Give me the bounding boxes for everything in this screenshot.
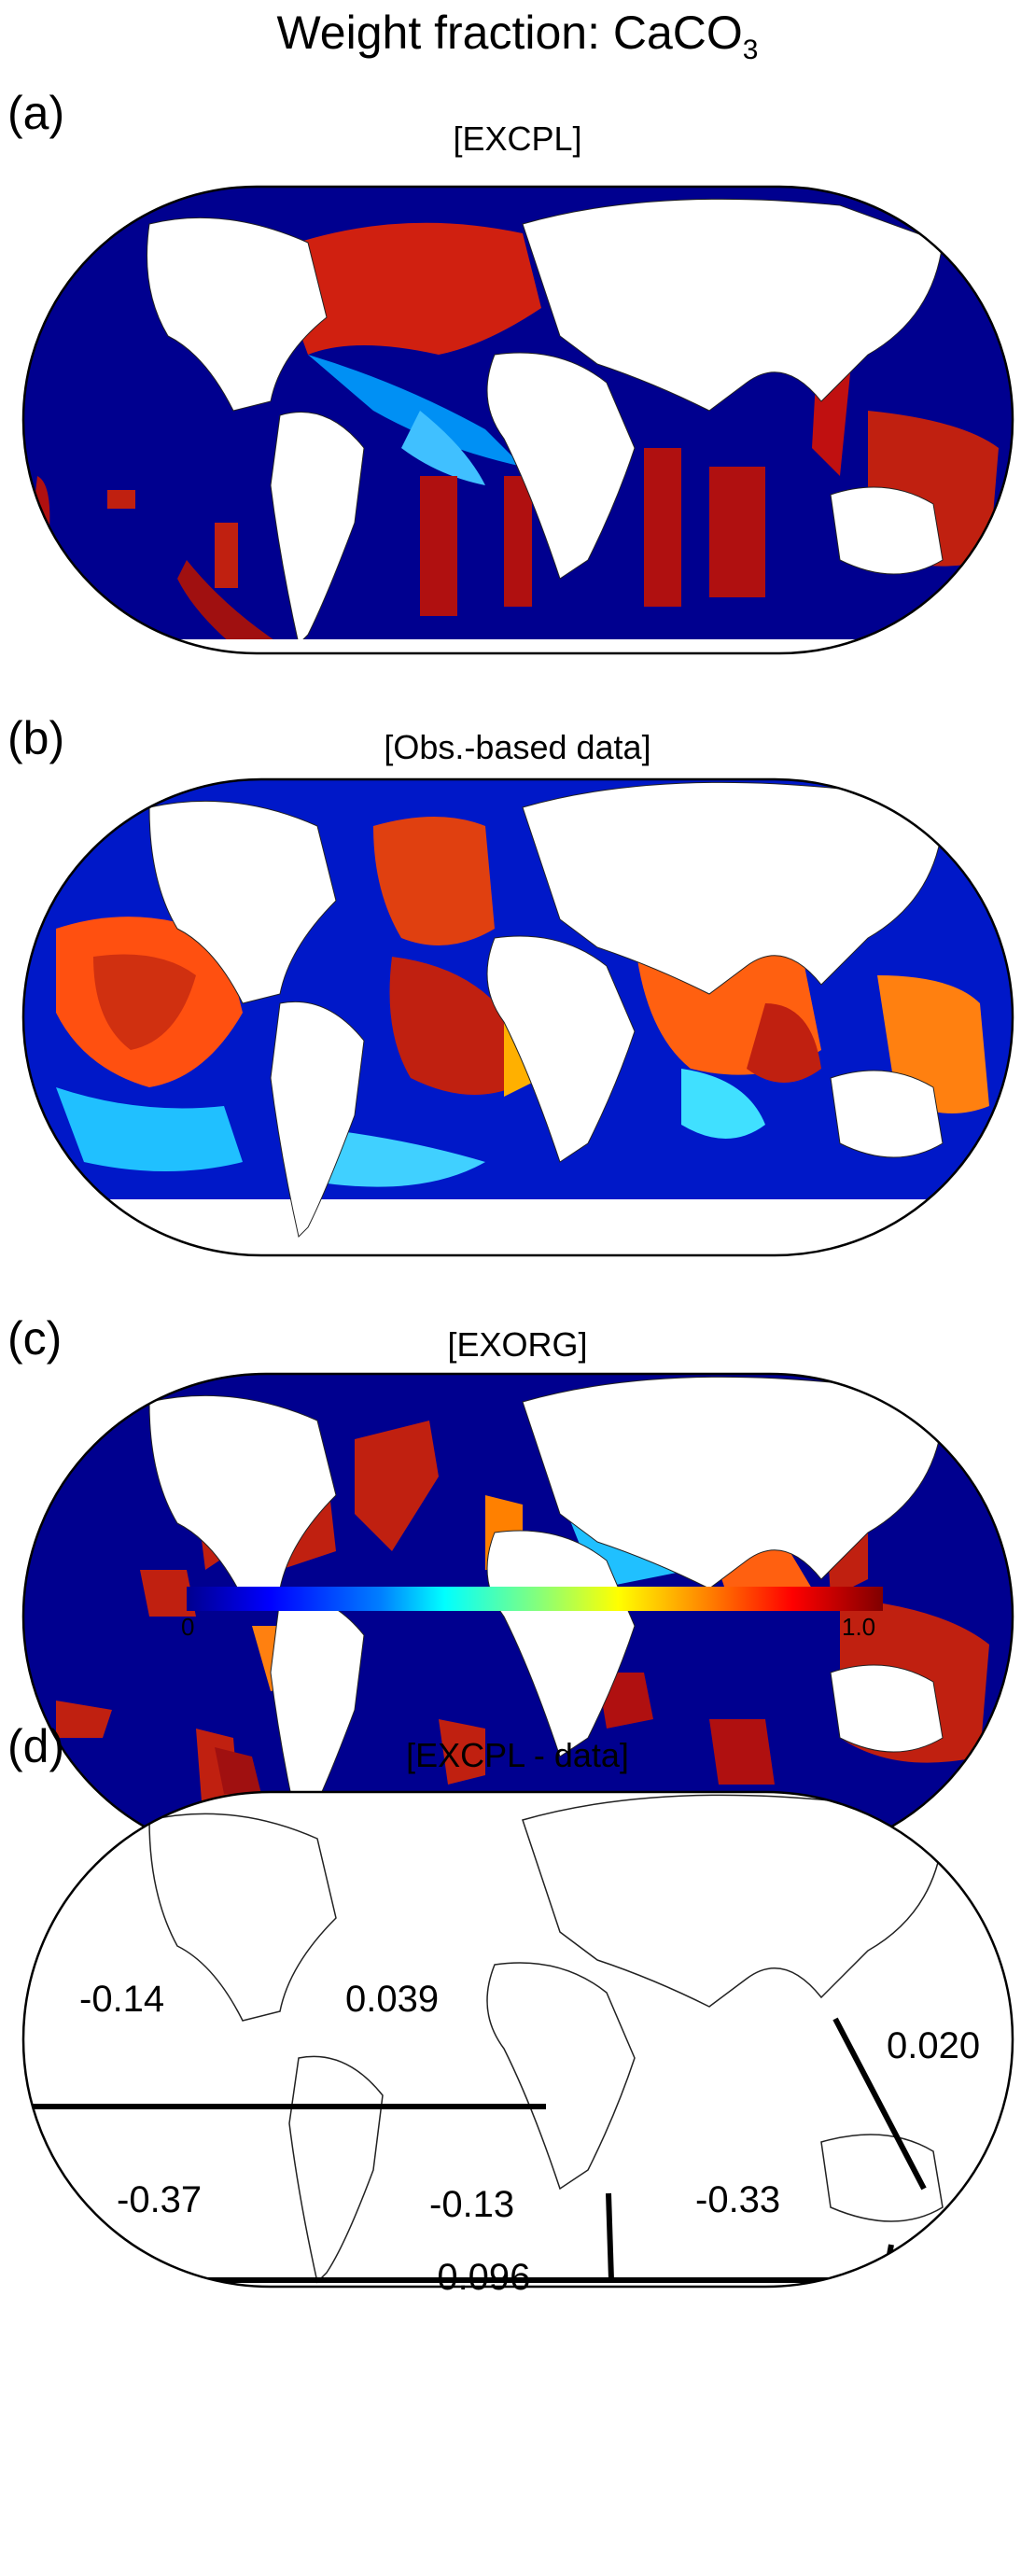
colorbar-min-label: 0 — [181, 1613, 195, 1641]
region-south-pacific-value: -0.37 — [117, 2179, 202, 2220]
panel-b-map — [21, 777, 1014, 1257]
panel-d-map: -0.14 0.039 0.020 -0.37 -0.13 -0.33 -0.0… — [21, 1790, 1014, 2296]
panel-c-label: (c) — [7, 1312, 63, 1365]
region-west-pacific-value: 0.020 — [887, 2025, 980, 2066]
panel-b-label: (b) — [7, 712, 65, 764]
region-north-pacific-value: -0.14 — [79, 1979, 164, 2020]
region-indian-value: -0.33 — [695, 2179, 780, 2220]
panel-a-label: (a) — [7, 87, 65, 139]
panel-d-label: (d) — [7, 1720, 65, 1772]
panel-b-title: [Obs.-based data] — [384, 728, 651, 766]
region-north-atlantic-value: 0.039 — [345, 1979, 439, 2020]
figure-title: Weight fraction: CaCO3 — [276, 7, 759, 65]
colorbar — [187, 1587, 883, 1611]
panel-a-map — [21, 185, 1014, 655]
colorbar-max-label: 1.0 — [842, 1613, 876, 1641]
region-southern-ocean-value: -0.096 — [425, 2257, 530, 2296]
panel-c-title: [EXORG] — [447, 1325, 588, 1364]
panel-d-title: [EXCPL - data] — [406, 1736, 629, 1774]
panel-a-title: [EXCPL] — [453, 119, 582, 158]
region-south-atlantic-value: -0.13 — [429, 2184, 514, 2225]
